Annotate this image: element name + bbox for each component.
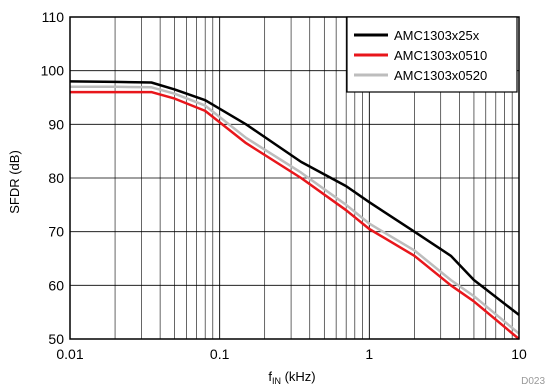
x-tick-label: 10	[511, 346, 527, 362]
legend-label-amc1303x25x: AMC1303x25x	[394, 28, 480, 43]
figure-id: D023	[521, 376, 545, 387]
y-tick-label: 70	[48, 224, 64, 240]
series-line-amc1303x0510	[70, 90, 520, 340]
y-axis-title: SFDR (dB)	[7, 150, 22, 214]
x-axis-title: fIN (kHz)	[268, 369, 315, 386]
y-tick-label: 80	[48, 170, 64, 186]
y-tick-label: 90	[48, 116, 64, 132]
y-tick-label: 50	[48, 331, 64, 347]
x-axis-title-main: f	[268, 369, 272, 384]
x-tick-label: 1	[365, 346, 373, 362]
y-tick-label: 60	[48, 277, 64, 293]
legend-label-amc1303x0510: AMC1303x0510	[394, 48, 487, 63]
y-tick-label: 110	[42, 9, 65, 25]
series-line-amc1303x0520	[70, 85, 520, 335]
x-tick-label: 0.01	[56, 346, 83, 362]
series-lines	[69, 80, 520, 340]
x-tick-label: 0.1	[210, 346, 230, 362]
legend: AMC1303x25x AMC1303x0510 AMC1303x0520	[346, 16, 518, 93]
x-axis-title-unit: (kHz)	[281, 369, 316, 384]
plot-frame	[69, 16, 520, 340]
series-line-amc1303x25x	[69, 80, 520, 316]
legend-label-amc1303x0520: AMC1303x0520	[394, 68, 487, 83]
y-tick-label: 100	[41, 63, 65, 79]
x-axis-title-subscript: IN	[272, 376, 281, 386]
